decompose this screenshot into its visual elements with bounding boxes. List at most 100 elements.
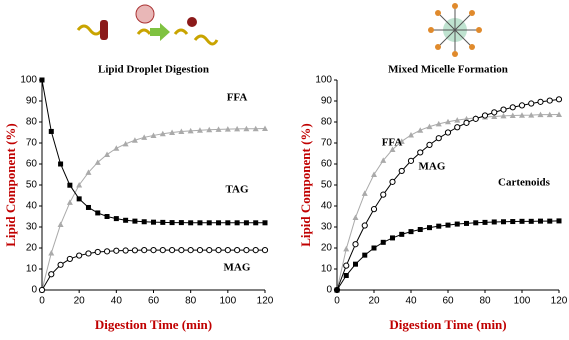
marker — [122, 140, 129, 147]
series-label: MAG — [419, 161, 446, 173]
marker — [141, 247, 148, 254]
marker — [151, 219, 156, 225]
marker — [472, 115, 479, 122]
marker — [380, 157, 387, 163]
x-tick-label: 20 — [368, 296, 380, 307]
series-label: Cartenoids — [498, 177, 551, 189]
y-tick-label: 90 — [26, 96, 38, 107]
x-tick-label: 40 — [405, 296, 417, 307]
marker — [66, 199, 73, 205]
y-tick-label: 90 — [321, 96, 333, 107]
marker — [454, 117, 461, 123]
marker — [234, 247, 241, 254]
marker — [187, 247, 194, 254]
icon-digestion — [76, 4, 219, 46]
marker — [159, 130, 166, 137]
y-tick-label: 30 — [321, 222, 333, 233]
marker — [427, 225, 432, 231]
marker — [445, 222, 451, 228]
marker — [463, 119, 470, 126]
marker — [253, 220, 259, 226]
marker — [94, 248, 101, 256]
marker — [398, 138, 405, 144]
y-tick-label: 0 — [31, 285, 37, 296]
marker — [131, 137, 138, 143]
marker — [556, 111, 562, 117]
x-tick-label: 20 — [74, 296, 86, 307]
marker — [196, 127, 203, 133]
marker — [104, 214, 110, 219]
marker — [417, 127, 424, 133]
marker — [131, 247, 139, 254]
marker — [435, 120, 442, 127]
marker — [399, 231, 405, 237]
marker — [178, 220, 184, 226]
marker — [141, 134, 148, 140]
marker — [188, 220, 194, 226]
marker — [546, 111, 553, 118]
marker — [454, 221, 460, 227]
marker — [491, 109, 498, 116]
marker — [76, 196, 82, 202]
x-tick-label: 0 — [39, 296, 45, 307]
marker — [48, 128, 54, 134]
y-tick-label: 40 — [321, 201, 333, 212]
marker — [216, 220, 222, 226]
marker — [380, 191, 387, 198]
marker — [132, 218, 138, 224]
marker — [141, 219, 147, 225]
marker — [224, 247, 231, 254]
marker — [408, 132, 414, 138]
marker — [243, 247, 250, 254]
x-tick-label: 120 — [551, 296, 568, 307]
icon-micelle — [428, 3, 482, 57]
marker — [206, 220, 212, 226]
marker — [426, 141, 433, 148]
marker — [343, 245, 350, 252]
marker — [491, 113, 498, 120]
y-tick-label: 100 — [20, 75, 37, 86]
marker — [509, 112, 516, 118]
marker — [518, 102, 526, 109]
y-tick-label: 80 — [321, 117, 333, 128]
marker — [169, 129, 176, 135]
marker — [519, 218, 525, 224]
marker — [444, 129, 452, 136]
marker — [85, 204, 91, 210]
marker — [436, 223, 442, 229]
marker — [408, 229, 414, 235]
marker — [426, 123, 433, 130]
marker — [538, 218, 543, 224]
marker — [417, 227, 423, 233]
marker — [537, 111, 544, 118]
marker — [262, 125, 268, 132]
y-tick-label: 20 — [26, 243, 38, 254]
marker — [473, 220, 479, 226]
marker — [243, 220, 249, 226]
marker — [370, 206, 378, 213]
x-tick-label: 100 — [219, 296, 236, 307]
marker — [48, 250, 55, 256]
marker — [509, 104, 516, 111]
marker — [481, 112, 489, 119]
marker — [362, 252, 368, 258]
marker — [380, 239, 386, 245]
marker — [519, 112, 525, 118]
y-tick-label: 50 — [26, 180, 38, 191]
x-tick-label: 80 — [479, 296, 491, 307]
marker — [225, 220, 231, 226]
x-axis-label: Digestion Time (min) — [95, 317, 212, 332]
marker — [234, 220, 240, 226]
marker — [501, 219, 506, 225]
marker — [547, 218, 553, 224]
marker — [482, 219, 488, 225]
y-tick-label: 20 — [321, 243, 333, 254]
y-tick-label: 60 — [26, 159, 38, 170]
marker — [150, 247, 157, 254]
x-tick-label: 60 — [442, 296, 454, 307]
marker — [76, 252, 83, 259]
x-tick-label: 40 — [111, 296, 123, 307]
marker — [168, 247, 176, 254]
marker — [123, 217, 129, 223]
marker — [178, 247, 185, 254]
